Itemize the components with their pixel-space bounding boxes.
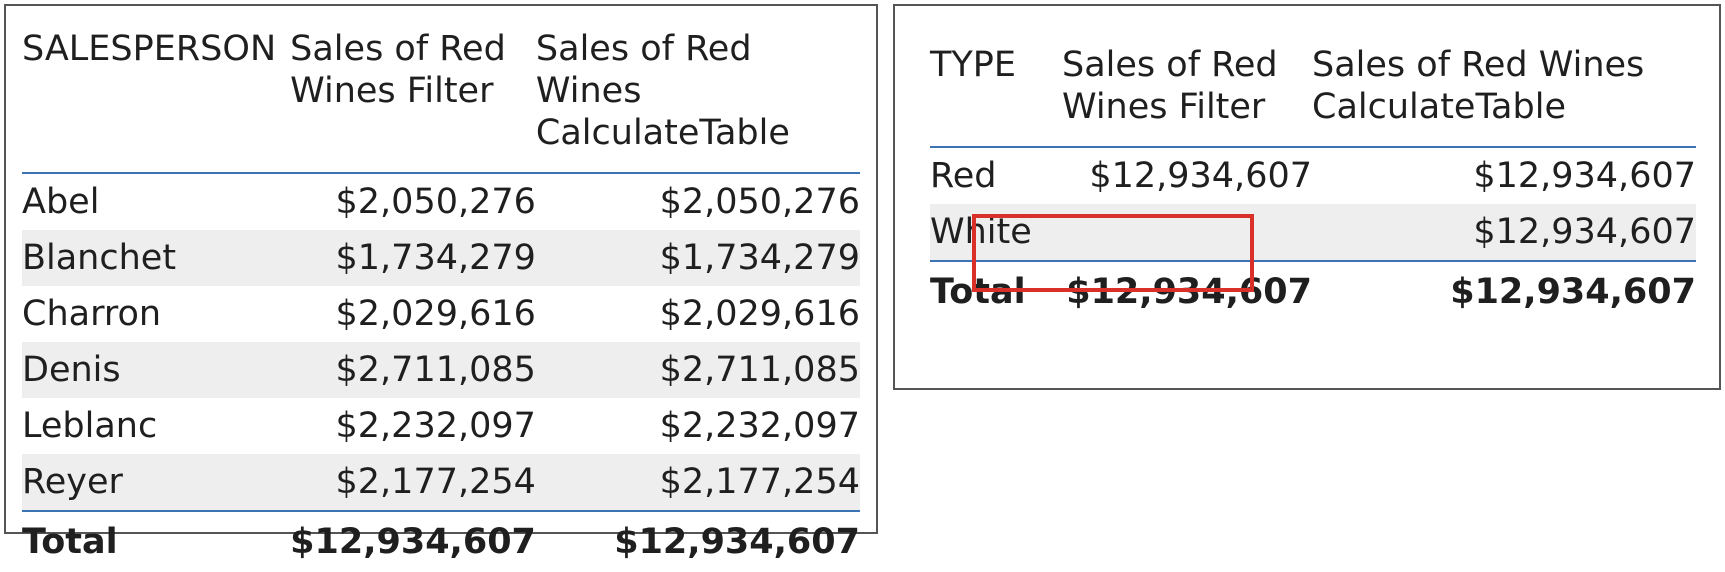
type-matrix-panel: TYPE Sales of Red Wines Filter Sales of … <box>893 4 1721 390</box>
cell-filter: $2,029,616 <box>335 294 536 334</box>
header-line: Sales of Red Wines <box>535 29 752 111</box>
table-row[interactable]: Blanchet $1,734,279 $1,734,279 <box>22 230 860 286</box>
cell-calculatetable: $2,711,085 <box>535 342 860 398</box>
header-line: TYPE <box>930 45 1016 85</box>
table-row[interactable]: Abel $2,050,276 $2,050,276 <box>22 173 860 230</box>
table-row[interactable]: Red $12,934,607 $12,934,607 <box>930 147 1696 204</box>
cell-filter: $12,934,607 <box>1089 156 1312 196</box>
header-line: Sales of Red <box>1062 45 1278 85</box>
header-line: SALESPERSON <box>22 29 277 69</box>
column-header-sales-filter[interactable]: Sales of Red Wines Filter <box>1062 44 1312 148</box>
total-filter: $12,934,607 <box>290 522 536 562</box>
header-line: Sales of Red <box>290 29 506 69</box>
cell-calculatetable: $12,934,607 <box>1473 156 1696 196</box>
total-row: Total $12,934,607 $12,934,607 <box>930 261 1696 322</box>
table-row[interactable]: Leblanc $2,232,097 $2,232,097 <box>22 398 860 454</box>
cell-filter: $1,734,279 <box>290 230 536 286</box>
total-filter: $12,934,607 <box>1066 272 1312 312</box>
cell-filter: $2,711,085 <box>290 342 536 398</box>
total-label: Total <box>22 522 118 562</box>
salesperson-matrix: SALESPERSON Sales of Red Wines Filter Sa… <box>22 28 860 572</box>
cell-filter: $2,232,097 <box>335 406 536 446</box>
row-label: Reyer <box>22 454 291 512</box>
cell-calculatetable: $2,029,616 <box>659 294 860 334</box>
table-row[interactable]: Reyer $2,177,254 $2,177,254 <box>22 454 860 512</box>
cell-filter-empty <box>1062 204 1312 262</box>
header-row: SALESPERSON Sales of Red Wines Filter Sa… <box>22 28 860 174</box>
total-row: Total $12,934,607 $12,934,607 <box>22 511 860 572</box>
row-label: Red <box>930 156 997 196</box>
header-row: TYPE Sales of Red Wines Filter Sales of … <box>930 44 1696 148</box>
header-line: CalculateTable <box>1312 87 1566 127</box>
column-header-sales-calculatetable[interactable]: Sales of Red Wines CalculateTable <box>535 28 860 174</box>
total-calculatetable: $12,934,607 <box>614 522 860 562</box>
cell-filter: $2,177,254 <box>290 454 536 512</box>
table-row[interactable]: Charron $2,029,616 $2,029,616 <box>22 286 860 342</box>
table-row[interactable]: White $12,934,607 <box>930 204 1696 262</box>
table-row[interactable]: Denis $2,711,085 $2,711,085 <box>22 342 860 398</box>
row-label: Abel <box>22 182 100 222</box>
header-line: Wines Filter <box>290 71 494 111</box>
cell-calculatetable: $2,177,254 <box>535 454 860 512</box>
column-header-sales-calculatetable[interactable]: Sales of Red Wines CalculateTable <box>1312 44 1696 148</box>
cell-calculatetable: $2,050,276 <box>659 182 860 222</box>
column-header-sales-filter[interactable]: Sales of Red Wines Filter <box>290 28 536 174</box>
row-label: Denis <box>22 342 291 398</box>
cell-filter: $2,050,276 <box>335 182 536 222</box>
header-line: Sales of Red Wines <box>1312 45 1645 85</box>
salesperson-matrix-panel: SALESPERSON Sales of Red Wines Filter Sa… <box>4 4 878 562</box>
cell-calculatetable: $12,934,607 <box>1312 204 1696 262</box>
type-matrix: TYPE Sales of Red Wines Filter Sales of … <box>930 44 1696 322</box>
column-header-type[interactable]: TYPE <box>930 44 1062 148</box>
row-label: White <box>930 204 1062 262</box>
total-calculatetable: $12,934,607 <box>1450 272 1696 312</box>
row-label: Leblanc <box>22 406 158 446</box>
row-label: Charron <box>22 294 162 334</box>
header-line: Wines Filter <box>1062 87 1266 127</box>
column-header-salesperson[interactable]: SALESPERSON <box>22 28 291 174</box>
cell-calculatetable: $1,734,279 <box>535 230 860 286</box>
cell-calculatetable: $2,232,097 <box>659 406 860 446</box>
header-line: CalculateTable <box>535 113 790 153</box>
total-label: Total <box>930 272 1026 312</box>
row-label: Blanchet <box>22 230 291 286</box>
